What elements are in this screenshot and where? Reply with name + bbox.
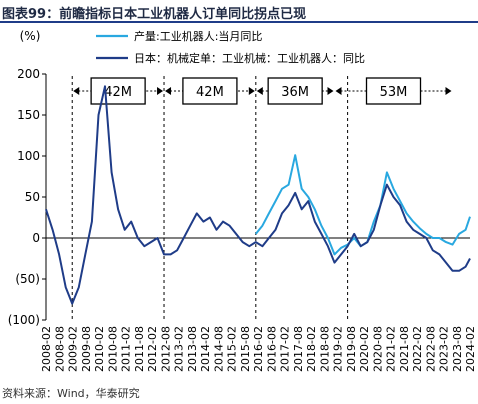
x-tick-label: 2011-08 [133, 326, 146, 372]
cycle-arrow-head-left [73, 87, 80, 95]
cycle-label-box [182, 77, 238, 105]
cycle-label: 53M [380, 85, 408, 100]
x-tick-label: 2010-02 [93, 326, 106, 372]
x-tick-label: 2022-08 [424, 326, 437, 372]
cycle-arrow-head-right [445, 87, 452, 95]
cycle-label: 36M [281, 85, 309, 100]
line-chart: (%) (100) (50) 0 50 100 150 200 42M 42M 36M 53M 产量:工… [8, 29, 477, 372]
x-tick-label: 2023-02 [438, 326, 451, 372]
y-tick-label: 150 [17, 108, 40, 122]
x-tick-label: 2015-02 [226, 326, 239, 372]
x-tick-label: 2012-08 [159, 326, 172, 372]
x-tick-label: 2013-02 [173, 326, 186, 372]
x-tick-label: 2014-08 [212, 326, 225, 372]
x-tick-label: 2016-08 [265, 326, 278, 372]
y-axis-unit: (%) [20, 29, 41, 43]
source-note: 资料来源：Wind，华泰研究 [2, 387, 140, 400]
x-tick-label: 2008-08 [53, 326, 66, 372]
x-tick-label: 2017-08 [292, 326, 305, 372]
x-tick-label: 2012-02 [146, 326, 159, 372]
cycle-arrow-head-right [157, 87, 164, 95]
x-tick-label: 2016-02 [252, 326, 265, 372]
cycle-arrow-head-left [165, 87, 172, 95]
x-tick-label: 2014-02 [199, 326, 212, 372]
x-tick-label: 2022-02 [411, 326, 424, 372]
x-tick-label: 2009-08 [80, 326, 93, 372]
chart-title: 图表99：前瞻指标日本工业机器人订单同比拐点已现 [2, 7, 307, 22]
cycle-label: 42M [104, 85, 132, 100]
x-tick-label: 2009-02 [67, 326, 80, 372]
y-tick-label: 100 [17, 149, 40, 163]
x-tick-label: 2013-08 [186, 326, 199, 372]
x-tick-label: 2018-08 [318, 326, 331, 372]
cycle-arrow-head-left [256, 87, 263, 95]
cycle-arrow-head-left [335, 87, 342, 95]
x-tick-label: 2015-08 [239, 326, 252, 372]
y-tick-label: 50 [25, 190, 40, 204]
x-tick-label: 2019-08 [345, 326, 358, 372]
cycle-arrow-head-right [248, 87, 255, 95]
x-tick-label: 2021-02 [385, 326, 398, 372]
x-tick-label: 2019-02 [332, 326, 345, 372]
legend-orders-label: 日本：机械定单：工业机械：工业机器人：同比 [134, 51, 365, 65]
cycle-label-box [90, 77, 146, 105]
x-tick-label: 2024-02 [464, 326, 477, 372]
title-bar: 图表99：前瞻指标日本工业机器人订单同比拐点已现 [0, 0, 478, 22]
x-tick-label: 2023-08 [451, 326, 464, 372]
y-tick-label: 0 [32, 231, 40, 245]
cycle-arrow-head-right [327, 87, 334, 95]
y-tick-label: 200 [17, 67, 40, 81]
title-rule [0, 21, 478, 23]
x-tick-label: 2018-02 [305, 326, 318, 372]
x-tick-label: 2017-02 [279, 326, 292, 372]
legend-production-label: 产量:工业机器人:当月同比 [134, 29, 262, 43]
y-tick-label: (50) [15, 272, 40, 286]
x-tick-label: 2021-08 [398, 326, 411, 372]
x-tick-label: 2008-02 [40, 326, 53, 372]
cycle-label-box [365, 77, 422, 105]
y-tick-label: (100) [8, 313, 40, 327]
x-tick-label: 2010-08 [106, 326, 119, 372]
x-tick-label: 2020-02 [358, 326, 371, 372]
cycle-label: 42M [196, 85, 224, 100]
cycle-label-box [267, 77, 323, 105]
x-tick-label: 2011-02 [120, 326, 133, 372]
x-tick-label: 2020-08 [371, 326, 384, 372]
orders-series-line [45, 85, 471, 305]
